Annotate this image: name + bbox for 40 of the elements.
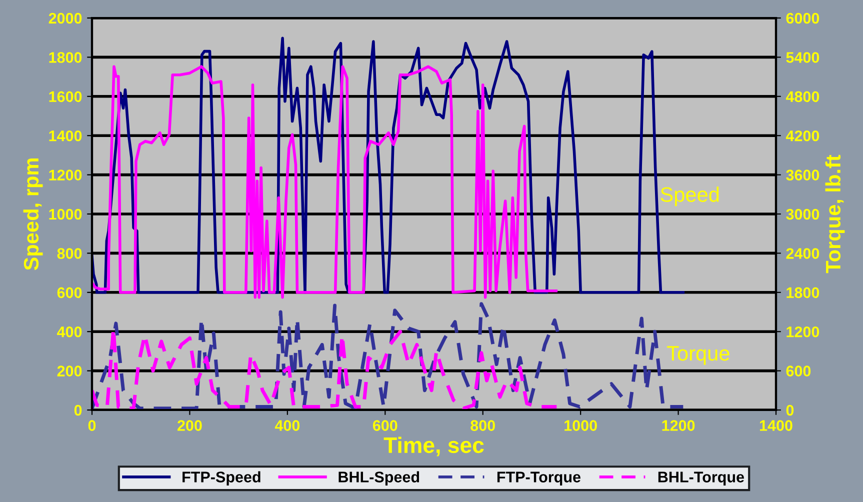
legend-label: FTP-Torque xyxy=(497,472,580,486)
x-axis-title: Time, sec xyxy=(384,436,484,456)
legend-label: FTP-Speed xyxy=(182,471,260,486)
line-series xyxy=(92,65,558,299)
y2-tick-label: 5400 xyxy=(786,52,820,63)
x-tick-label: 800 xyxy=(470,420,495,431)
legend-label: BHL-Torque xyxy=(658,472,744,486)
y-tick-label: 1800 xyxy=(49,52,82,63)
y-tick-label: 800 xyxy=(57,248,82,259)
y2-tick-label: 4800 xyxy=(786,91,820,102)
y-tick-label: 1000 xyxy=(49,208,82,220)
y-tick-label: 1400 xyxy=(49,130,82,142)
y2-tick-label: 1200 xyxy=(786,326,820,338)
y-tick-label: 1200 xyxy=(49,170,82,180)
y2-tick-label: 6000 xyxy=(786,12,820,24)
y2-tick-label: 2400 xyxy=(786,248,820,259)
y-tick-label: 1600 xyxy=(49,91,82,102)
y2-axis-title: Torque, lb.ft xyxy=(825,154,845,274)
y2-tick-label: 3000 xyxy=(786,208,820,220)
x-tick-label: 600 xyxy=(372,420,398,431)
y-tick-label: 400 xyxy=(57,326,82,338)
y2-tick-label: 4200 xyxy=(786,130,820,142)
y-axis-title: Speed, rpm xyxy=(23,158,43,270)
annotation: Torque xyxy=(667,346,730,365)
y2-tick-label: 0 xyxy=(786,404,794,416)
annotation: Speed xyxy=(660,186,719,206)
x-tick-label: 1200 xyxy=(662,420,695,431)
y-tick-label: 2000 xyxy=(48,12,82,24)
x-tick-label: 1400 xyxy=(760,420,792,431)
x-tick-label: 1000 xyxy=(564,420,597,431)
y-tick-label: 200 xyxy=(57,366,82,376)
y-tick-label: 0 xyxy=(74,404,82,416)
legend-label: BHL-Speed xyxy=(338,471,420,486)
y2-tick-label: 1800 xyxy=(786,287,820,298)
y-tick-label: 600 xyxy=(57,287,82,298)
x-tick-label: 200 xyxy=(178,420,202,431)
y2-tick-label: 3600 xyxy=(786,170,820,181)
x-tick-label: 400 xyxy=(274,420,300,431)
y2-tick-label: 600 xyxy=(786,366,811,376)
x-tick-label: 0 xyxy=(88,420,96,431)
